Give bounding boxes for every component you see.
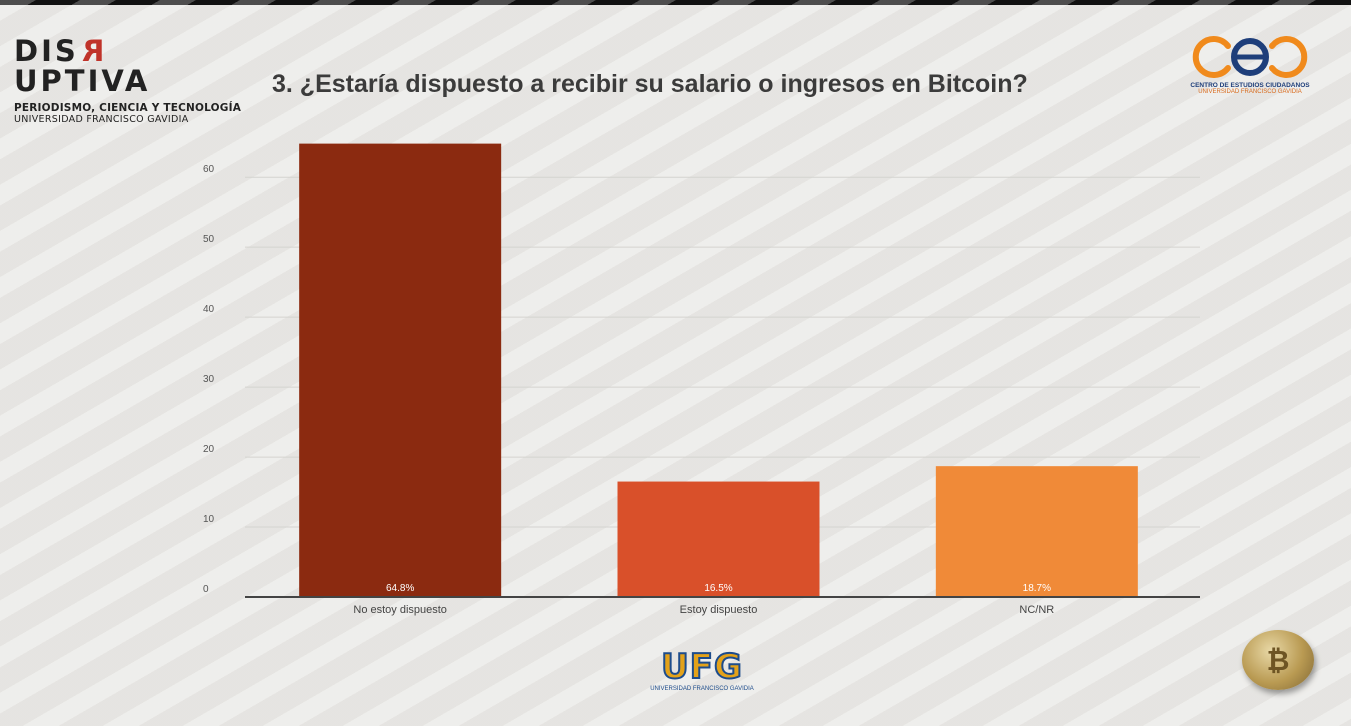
- bar-value-label: 64.8%: [386, 583, 414, 594]
- cec-name: CENTRO DE ESTUDIOS CIUDADANOS: [1190, 82, 1310, 89]
- y-tick-label: 0: [203, 584, 209, 595]
- bitcoin-symbol: ₿: [1266, 643, 1290, 677]
- cec-logo-mark: [1192, 36, 1308, 78]
- ufg-logo: UFG UNIVERSIDAD FRANCISCO GAVIDIA: [650, 647, 754, 692]
- y-tick-label: 30: [203, 374, 215, 385]
- cec-university: UNIVERSIDAD FRANCISCO GAVIDIA: [1198, 89, 1302, 95]
- x-tick-label: Estoy dispuesto: [680, 604, 758, 616]
- ufg-wordmark: UFG: [660, 647, 743, 687]
- bitcoin-coin-icon: ₿: [1242, 630, 1314, 690]
- disruptiva-wordmark: DISRUPTIVA: [14, 34, 151, 98]
- disruptiva-tagline: PERIODISMO, CIENCIA Y TECNOLOGÍA: [14, 102, 242, 114]
- bar-value-label: 18.7%: [1023, 583, 1051, 594]
- bar: [617, 481, 820, 597]
- bar-value-label: 16.5%: [704, 583, 732, 594]
- y-tick-label: 50: [203, 234, 215, 245]
- disruptiva-logo: DISRUPTIVA PERIODISMO, CIENCIA Y TECNOLO…: [14, 34, 242, 125]
- y-tick-label: 40: [203, 304, 215, 315]
- y-tick-label: 10: [203, 514, 215, 525]
- y-tick-label: 60: [203, 164, 215, 175]
- ufg-subtitle: UNIVERSIDAD FRANCISCO GAVIDIA: [650, 686, 754, 692]
- chart-title: 3. ¿Estaría dispuesto a recibir su salar…: [272, 70, 1028, 98]
- x-tick-label: No estoy dispuesto: [353, 604, 447, 616]
- cec-logo: CENTRO DE ESTUDIOS CIUDADANOS UNIVERSIDA…: [1180, 34, 1320, 95]
- bar: [299, 143, 502, 597]
- disruptiva-university: UNIVERSIDAD FRANCISCO GAVIDIA: [14, 114, 189, 125]
- top-border: [0, 0, 1351, 5]
- x-tick-label: NC/NR: [1019, 604, 1054, 616]
- y-tick-label: 20: [203, 444, 215, 455]
- bar: [935, 466, 1138, 597]
